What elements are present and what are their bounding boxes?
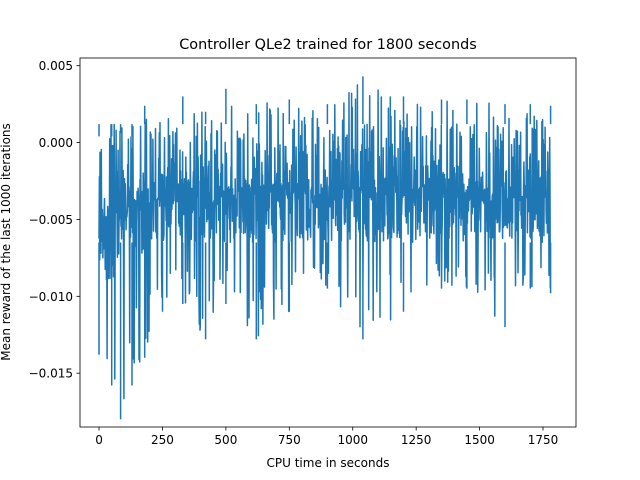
x-tick-label: 750 bbox=[278, 433, 301, 447]
y-tick-label: −0.005 bbox=[29, 213, 73, 227]
x-tick-label: 1250 bbox=[401, 433, 432, 447]
x-axis: 0 250 500 750 1000 1250 1500 1750 bbox=[95, 427, 558, 447]
y-tick-label: 0.000 bbox=[39, 136, 73, 150]
y-tick-label: 0.005 bbox=[39, 59, 73, 73]
x-tick-label: 500 bbox=[214, 433, 237, 447]
x-tick-label: 1000 bbox=[337, 433, 368, 447]
x-tick-label: 1500 bbox=[464, 433, 495, 447]
chart-title: Controller QLe2 trained for 1800 seconds bbox=[179, 37, 476, 53]
y-tick-label: −0.010 bbox=[29, 290, 73, 304]
y-axis: −0.015 −0.010 −0.005 0.000 0.005 bbox=[29, 59, 80, 381]
x-axis-title: CPU time in seconds bbox=[267, 456, 390, 470]
y-tick-label: −0.015 bbox=[29, 367, 73, 381]
reward-line bbox=[98, 76, 552, 420]
y-axis-title: Mean reward of the last 1000 iterations bbox=[0, 123, 13, 361]
x-tick-label: 250 bbox=[151, 433, 174, 447]
plot-frame bbox=[79, 57, 577, 428]
x-tick-label: 0 bbox=[95, 433, 103, 447]
line-series bbox=[98, 76, 552, 420]
x-tick-label: 1750 bbox=[528, 433, 559, 447]
